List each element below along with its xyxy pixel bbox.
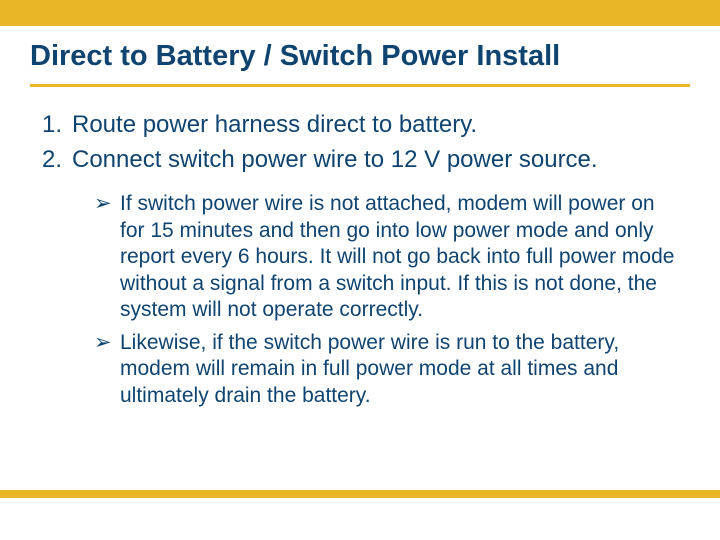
arrow-bullet-icon: ➢ [90,191,120,323]
note-text: If switch power wire is not attached, mo… [120,191,682,323]
bottom-accent-band [0,490,720,498]
list-item: ➢ Likewise, if the switch power wire is … [90,330,682,409]
list-item: 2. Connect switch power wire to 12 V pow… [38,145,682,176]
title-underline [30,84,690,87]
step-number: 1. [38,110,72,141]
note-text: Likewise, if the switch power wire is ru… [120,330,682,409]
top-accent-band [0,0,720,26]
slide-title: Direct to Battery / Switch Power Install [30,40,690,73]
slide-content: 1. Route power harness direct to battery… [38,110,682,415]
numbered-steps-list: 1. Route power harness direct to battery… [38,110,682,175]
list-item: 1. Route power harness direct to battery… [38,110,682,141]
list-item: ➢ If switch power wire is not attached, … [90,191,682,323]
step-text: Connect switch power wire to 12 V power … [72,145,682,176]
step-number: 2. [38,145,72,176]
sub-notes-list: ➢ If switch power wire is not attached, … [90,191,682,409]
step-text: Route power harness direct to battery. [72,110,682,141]
arrow-bullet-icon: ➢ [90,330,120,409]
